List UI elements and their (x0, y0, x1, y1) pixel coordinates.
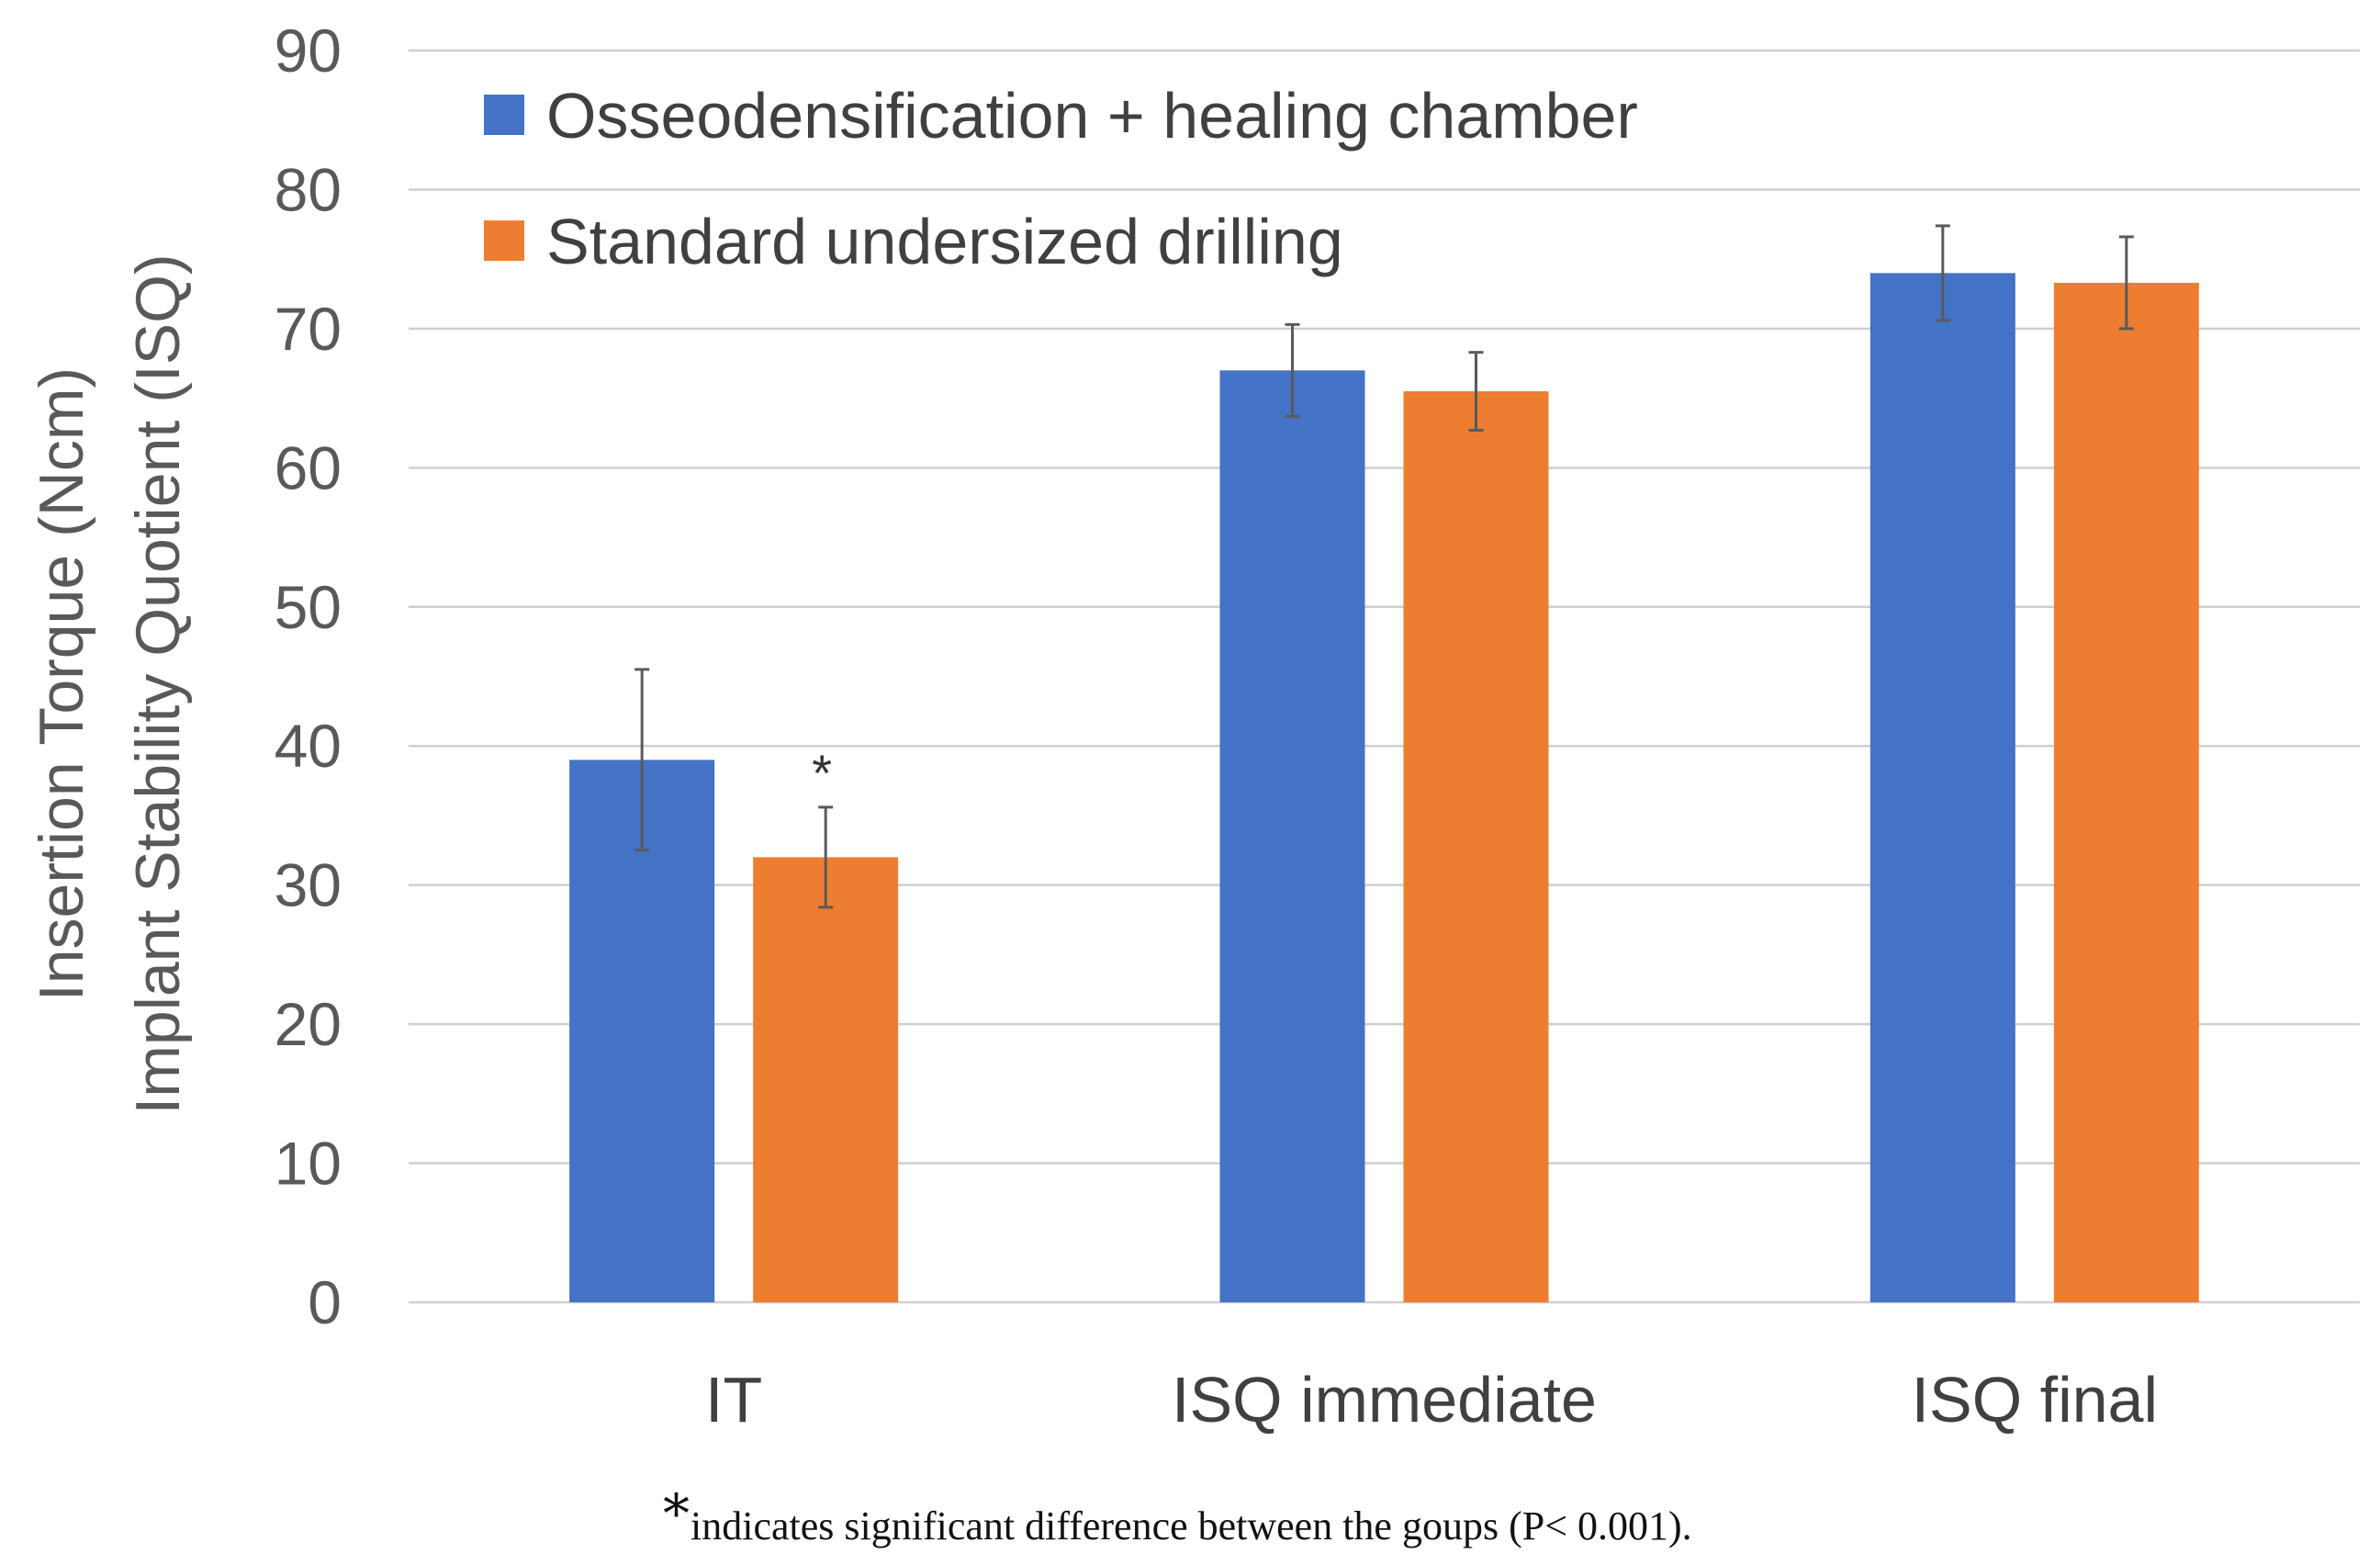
y-axis-title: Insertion Torque (Ncm) (27, 367, 96, 1001)
x-axis-labels: IT ISQ immediate ISQ final (705, 1364, 2158, 1436)
legend-label: Standard undersized drilling (546, 206, 1343, 277)
y-tick-label: 20 (275, 990, 342, 1058)
annotations: * (812, 744, 832, 802)
y-tick-label: 30 (275, 851, 342, 919)
legend-swatch (484, 220, 524, 261)
y-tick-label: 10 (275, 1130, 342, 1198)
bar (2053, 282, 2199, 1302)
legend: Osseodensification + healing chamber Stan… (484, 80, 1638, 277)
y-axis-title-2: Implant Stability Quotient (ISQ) (123, 253, 193, 1114)
y-tick-label: 50 (275, 573, 342, 641)
y-tick-label: 70 (275, 295, 342, 363)
bar (1403, 391, 1549, 1302)
y-tick-label: 80 (275, 155, 342, 223)
y-axis-title-line1: Insertion Torque (Ncm) (27, 367, 96, 1001)
footnote-text: indicates significant difference between… (690, 1503, 1692, 1548)
y-axis-ticks: 0 10 20 30 40 50 60 70 80 90 (275, 17, 342, 1336)
x-tick-label: IT (705, 1364, 762, 1436)
y-tick-label: 60 (275, 433, 342, 501)
bar (1869, 273, 2015, 1303)
y-tick-label: 40 (275, 712, 342, 780)
y-axis-title-line2: Implant Stability Quotient (ISQ) (123, 253, 193, 1114)
x-tick-label: ISQ immediate (1172, 1364, 1597, 1436)
x-tick-label: ISQ final (1912, 1364, 2158, 1436)
footnote: * indicates significant difference betwe… (663, 1482, 1692, 1548)
gridlines (409, 49, 2360, 1304)
bar (1219, 370, 1365, 1302)
legend-label: Osseodensification + healing chamber (546, 80, 1638, 152)
legend-swatch (484, 95, 524, 135)
y-tick-label: 0 (308, 1268, 342, 1336)
footnote-symbol: * (663, 1482, 690, 1545)
y-tick-label: 90 (275, 17, 342, 84)
error-bars (634, 224, 2134, 909)
bar (753, 857, 899, 1302)
significance-marker: * (812, 744, 832, 802)
